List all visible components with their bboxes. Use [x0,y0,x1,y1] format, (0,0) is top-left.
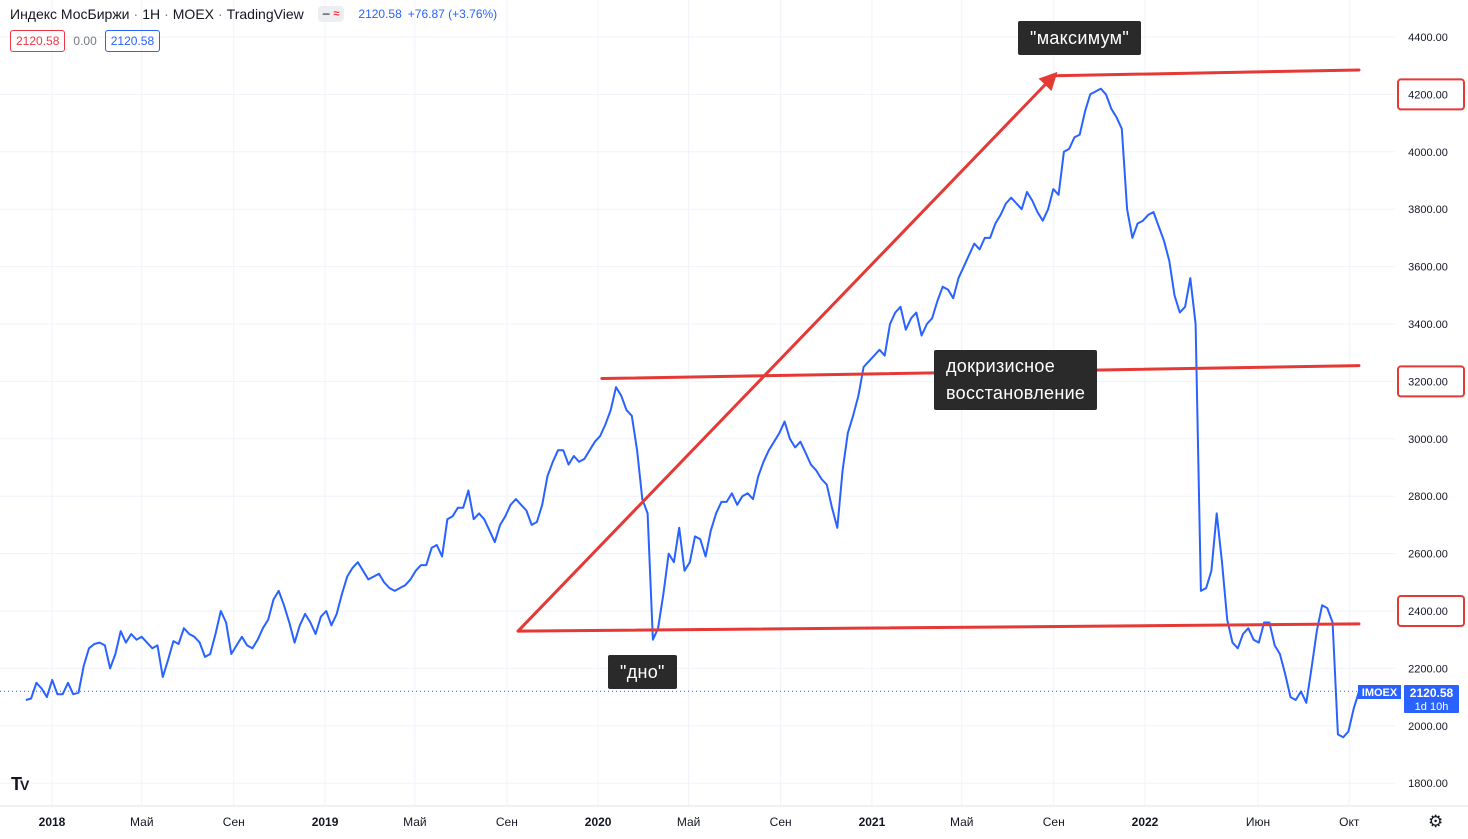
minus-icon: ━ [322,8,330,21]
y-tick-label: 3200.00 [1408,376,1448,388]
sell-price-box[interactable]: 2120.58 [10,30,66,52]
exchange-label: MOEX [172,6,214,22]
annotation-recovery-line2: восстановление [946,383,1086,403]
x-tick-label: 2020 [585,815,612,829]
price-level-highlight [1397,365,1465,398]
y-tick-label: 2000.00 [1408,721,1448,733]
chart-header: Индекс МосБиржи · 1Н · MOEX · TradingVie… [10,6,498,22]
annotation-maximum[interactable]: "максимум" [1018,21,1142,55]
symbol-title[interactable]: Индекс МосБиржи [10,6,130,22]
wave-icon: ≈ [333,8,340,20]
price-axis: 4400.00 4200.00 4000.00 3800.00 3600.00 3400.… [1397,32,1465,790]
y-tick-label: 3800.00 [1408,204,1448,216]
x-tick-label: Окт [1339,815,1360,829]
y-tick-label: 2400.00 [1408,606,1448,618]
y-tick-label: 2800.00 [1408,491,1448,503]
x-tick-label: Май [677,815,701,829]
y-tick-label: 4200.00 [1408,89,1448,101]
y-tick-label: 4000.00 [1408,147,1448,159]
x-tick-label: Май [130,815,154,829]
annotation-bottom[interactable]: "дно" [608,655,677,689]
annotation-recovery-line1: докризисное [946,356,1056,376]
gear-icon[interactable]: ⚙ [1428,812,1444,831]
price-series [25,87,1360,739]
tradingview-logo[interactable]: TV [11,774,29,794]
y-tick-label: 2200.00 [1408,663,1448,675]
x-tick-label: 2022 [1132,815,1159,829]
spread-value: 0.00 [73,34,97,48]
x-tick-label: Сен [1043,815,1065,829]
price-level-highlight [1397,78,1465,111]
price-level-highlight [1397,595,1465,627]
price-tag: 2120.58 [1410,686,1454,700]
x-tick-label: Сен [770,815,792,829]
price-change: +76.87 (+3.76%) [407,7,498,21]
x-tick-label: Июн [1246,815,1270,829]
platform-label: TradingView [226,6,304,22]
y-tick-label: 1800.00 [1408,778,1448,790]
time-axis: 2018 Май Сен 2019 Май Сен 2020 Май Сен 2021 Май Сен… [0,805,1468,829]
x-tick-label: 2021 [859,815,886,829]
trend-arrow[interactable] [516,71,1058,633]
bid-ask-row: 2120.58 0.00 2120.58 [10,30,161,52]
y-tick-label: 3600.00 [1408,262,1448,274]
annotation-recovery[interactable]: докризисное восстановление [934,350,1098,410]
trend-line[interactable] [1052,68,1361,78]
countdown-tag: 1d 10h [1415,701,1449,713]
y-tick-label: 3400.00 [1408,319,1448,331]
chart-grid [0,0,1400,806]
y-tick-label: 3000.00 [1408,434,1448,446]
x-tick-label: Сен [223,815,245,829]
price-tag-bg [1404,685,1459,713]
x-tick-label: Май [950,815,974,829]
x-tick-label: 2018 [39,815,66,829]
indicator-toggle-badge[interactable]: ━ ≈ [317,6,345,22]
symbol-tag-bg [1358,685,1401,699]
x-tick-label: Май [403,815,427,829]
timeframe-label[interactable]: 1Н [142,6,161,22]
y-tick-label: 2600.00 [1408,549,1448,561]
price-line[interactable] [25,87,1360,739]
buy-price-box[interactable]: 2120.58 [104,30,161,52]
trend-line[interactable] [516,622,1361,633]
symbol-tag: IMOEX [1362,687,1398,699]
last-price: 2120.58 [358,7,402,21]
y-tick-label: 4400.00 [1408,32,1448,44]
x-tick-label: Сен [496,815,518,829]
x-tick-label: 2019 [312,815,339,829]
current-price-label: IMOEX 2120.58 1d 10h [1358,685,1459,713]
